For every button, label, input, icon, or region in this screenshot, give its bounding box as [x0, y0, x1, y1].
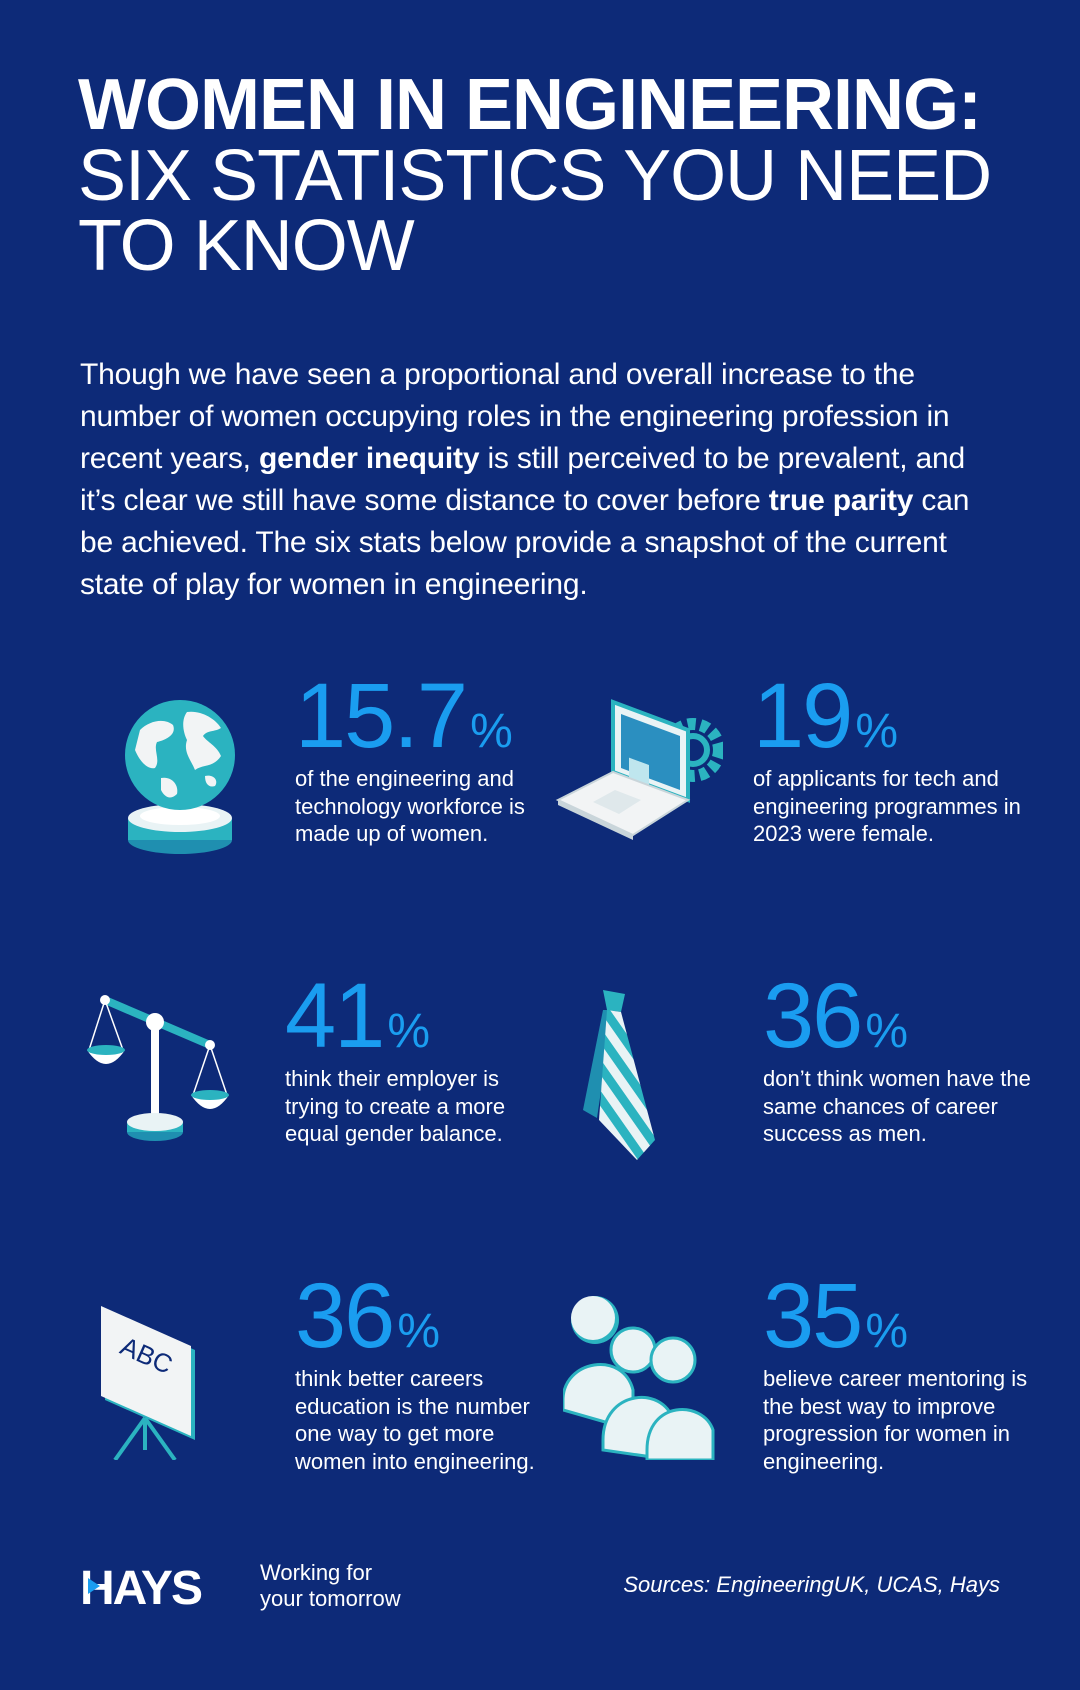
stat-number: 36	[763, 965, 863, 1067]
stat-number: 15.7	[295, 665, 468, 767]
percent-sign: %	[397, 1305, 441, 1358]
intro-paragraph: Though we have seen a proportional and o…	[80, 354, 980, 606]
title-line-2: SIX STATISTICS YOU NEED	[78, 135, 992, 216]
stat-career-chances: 36% don’t think women have the same chan…	[563, 970, 1063, 1210]
globe-icon	[125, 700, 235, 854]
stat-number: 41	[285, 965, 385, 1067]
stat-workforce: 15.7% of the engineering and technology …	[95, 670, 595, 910]
title-line-1: WOMEN IN ENGINEERING:	[78, 65, 982, 145]
stat-caption: of the engineering and technology workfo…	[295, 766, 525, 846]
stat-value: 36%	[295, 1270, 440, 1362]
stat-career-mentoring: 35% believe career mentoring is the best…	[563, 1270, 1063, 1510]
tagline-line-2: your tomorrow	[260, 1586, 401, 1612]
percent-sign: %	[865, 1005, 909, 1058]
stat-caption: don’t think women have the same chances …	[763, 1066, 1031, 1146]
percent-sign: %	[855, 705, 899, 758]
tagline: Working for your tomorrow	[260, 1560, 401, 1613]
stat-value: 15.7%	[295, 670, 513, 762]
stat-caption: think better careers education is the nu…	[295, 1366, 535, 1474]
percent-sign: %	[387, 1005, 431, 1058]
intro-text-2: is still perceived to be prevalent, and …	[80, 442, 965, 517]
stat-caption: of applicants for tech and engineering p…	[753, 766, 1021, 846]
stat-value: 35%	[763, 1270, 908, 1362]
tagline-line-1: Working for	[260, 1560, 373, 1585]
intro-bold-true-parity: true parity	[768, 484, 914, 517]
stat-value: 41%	[285, 970, 430, 1062]
stat-employer-balance: 41% think their employer is trying to cr…	[85, 970, 585, 1210]
tie-icon	[583, 990, 655, 1160]
people-icon	[563, 1296, 715, 1460]
stat-number: 35	[763, 1265, 863, 1367]
stat-value: 19%	[753, 670, 898, 762]
stat-applicants: 19% of applicants for tech and engineeri…	[553, 670, 1053, 910]
intro-bold-gender-inequity: gender inequity	[258, 442, 480, 475]
stat-number: 19	[753, 665, 853, 767]
intro-text-1: Though we have seen a proportional and o…	[80, 358, 950, 475]
intro-text-3: can be achieved. The six stats below pro…	[80, 484, 970, 601]
laptop-gear-icon	[555, 699, 723, 840]
stat-number: 36	[295, 1265, 395, 1367]
hays-logo: HAYS	[80, 1562, 204, 1610]
easel-board-icon: ABC	[101, 1306, 195, 1460]
sources-text: Sources: EngineeringUK, UCAS, Hays	[623, 1572, 1000, 1597]
page-title: WOMEN IN ENGINEERING: SIX STATISTICS YOU…	[78, 65, 992, 287]
footer: HAYS Working for your tomorrow Sources: …	[80, 1560, 1000, 1630]
logo-text: HAYS	[80, 1562, 202, 1610]
title-line-3: TO KNOW	[78, 206, 415, 287]
stat-caption: think their employer is trying to create…	[285, 1066, 506, 1146]
percent-sign: %	[470, 705, 513, 758]
scales-icon	[87, 995, 229, 1141]
stat-value: 36%	[763, 970, 908, 1062]
stat-caption: believe career mentoring is the best way…	[763, 1366, 1028, 1474]
percent-sign: %	[865, 1305, 909, 1358]
stat-careers-education: ABC 36% think better careers education i…	[95, 1270, 595, 1510]
